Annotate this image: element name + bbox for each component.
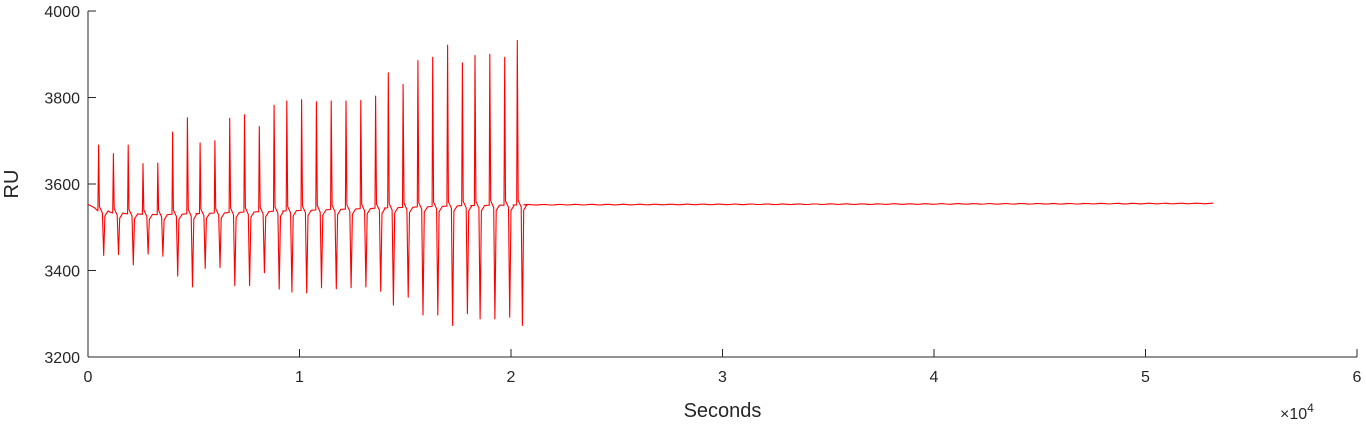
x-exponent-power: 4 bbox=[1307, 401, 1314, 415]
x-axis-ticks: 0 1 2 3 4 5 6 bbox=[84, 349, 1362, 386]
x-axis-label: Seconds bbox=[684, 400, 762, 422]
x-tick-label: 0 bbox=[84, 369, 93, 386]
x-tick-label: 1 bbox=[295, 369, 304, 386]
x-tick-label: 6 bbox=[1353, 369, 1362, 386]
y-tick-label: 3800 bbox=[44, 91, 80, 108]
y-axis-ticks: 3200 3400 3600 3800 4000 bbox=[44, 4, 96, 367]
x-exponent-base: ×10 bbox=[1280, 406, 1307, 423]
x-tick-label: 2 bbox=[507, 369, 516, 386]
chart-axes bbox=[87, 11, 1357, 358]
series-group bbox=[87, 39, 1214, 326]
y-tick-label: 3400 bbox=[44, 264, 80, 281]
y-tick-label: 4000 bbox=[44, 4, 80, 21]
x-tick-label: 3 bbox=[718, 369, 727, 386]
y-tick-label: 3600 bbox=[44, 177, 80, 194]
ru-series-line bbox=[87, 39, 1214, 326]
x-axis-exponent: ×104 bbox=[1280, 401, 1314, 423]
y-tick-label: 3200 bbox=[44, 350, 80, 367]
x-tick-label: 4 bbox=[930, 369, 939, 386]
y-axis-label: RU bbox=[1, 170, 23, 199]
x-tick-label: 5 bbox=[1141, 369, 1150, 386]
